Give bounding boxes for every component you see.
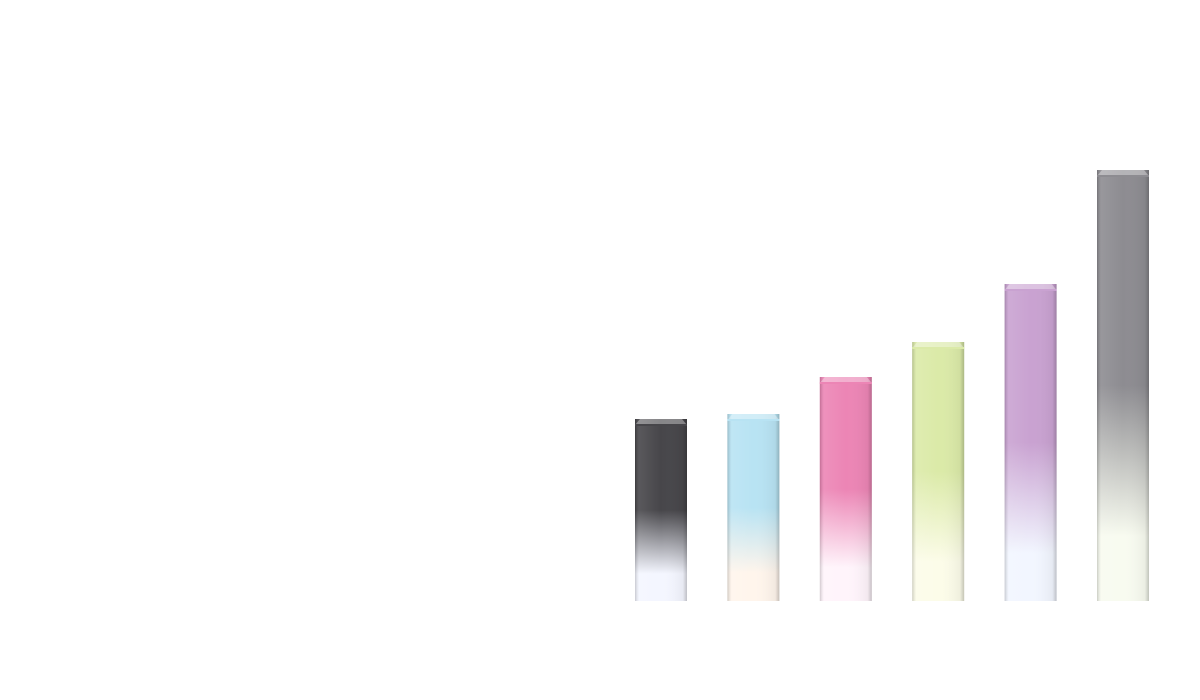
bar-3 [819, 377, 872, 601]
bar-sheen-5 [1004, 284, 1057, 601]
bar-1 [635, 419, 687, 601]
bar-sheen-2 [727, 414, 780, 601]
bar-cap-4 [912, 342, 965, 348]
bar-sheen-3 [819, 377, 872, 601]
bar-cap-edge-1 [635, 424, 687, 426]
bar-cap-edge-5 [1004, 289, 1057, 291]
bar-cap-edge-3 [819, 382, 872, 384]
bar-cap-edge-6 [1097, 175, 1149, 177]
bar-2 [727, 414, 780, 601]
bar-cap-2 [727, 414, 780, 420]
bar-sheen-1 [635, 419, 687, 601]
bar-cap-5 [1004, 284, 1057, 290]
bar-cap-3 [819, 377, 872, 383]
bar-cap-edge-4 [912, 347, 965, 349]
bar-cap-6 [1097, 170, 1149, 176]
bar-sheen-4 [912, 342, 965, 601]
bar-cap-1 [635, 419, 687, 425]
bar-cap-edge-2 [727, 419, 780, 421]
bar-4 [912, 342, 965, 601]
bars [635, 170, 1149, 601]
bar-6 [1097, 170, 1149, 601]
bar-5 [1004, 284, 1057, 601]
bar-sheen-6 [1097, 170, 1149, 601]
